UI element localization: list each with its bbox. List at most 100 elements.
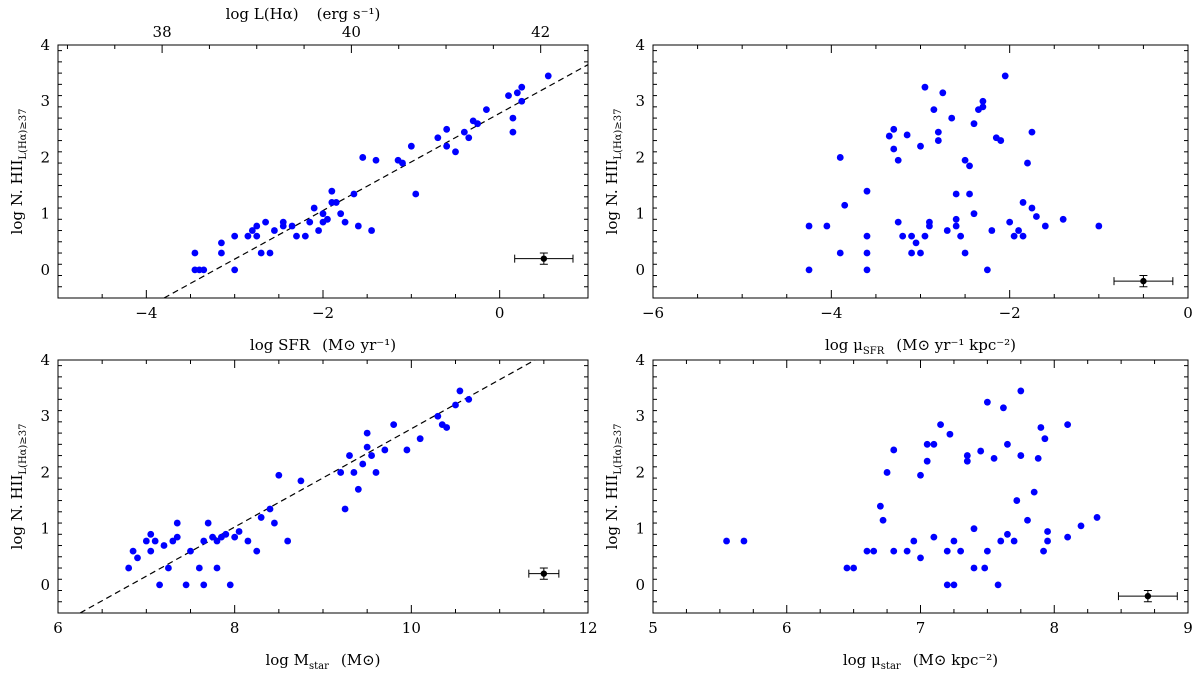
data-point	[460, 128, 468, 136]
data-point	[200, 266, 208, 274]
data-point	[200, 581, 208, 589]
data-point	[908, 249, 915, 257]
data-point	[381, 446, 389, 454]
data-point	[970, 525, 978, 533]
x-tick-label: 8	[1049, 619, 1059, 637]
x-axis-unit: (M⊙)	[341, 651, 381, 669]
data-point	[1064, 421, 1072, 429]
data-point	[368, 452, 375, 459]
top-tick-label: 40	[342, 23, 361, 41]
data-point	[934, 137, 942, 144]
data-point	[465, 395, 473, 403]
data-point	[1030, 488, 1038, 496]
x-tick-label: 6	[782, 619, 792, 637]
data-point	[182, 581, 190, 589]
data-point	[253, 232, 261, 240]
x-tick-label: 0	[1183, 304, 1193, 322]
x-axis-label-sub: star	[309, 661, 329, 672]
data-point	[173, 519, 181, 527]
data-point	[399, 159, 406, 167]
data-point	[1059, 215, 1067, 223]
data-point	[324, 215, 331, 223]
data-point	[983, 266, 991, 274]
data-point	[997, 137, 1005, 144]
error-bar	[528, 567, 560, 580]
data-point	[930, 533, 938, 541]
plot-frame	[652, 359, 1189, 614]
data-point	[306, 218, 314, 226]
data-point	[740, 537, 748, 545]
data-point	[1017, 452, 1025, 459]
x-tick-label: 5	[648, 619, 658, 637]
data-point	[187, 547, 194, 555]
data-point	[1041, 222, 1049, 230]
data-point	[970, 120, 978, 128]
y-tick-label: 3	[635, 92, 645, 110]
y-axis-label-sub: L(Hα)≥37	[613, 109, 624, 160]
error-bar-point	[540, 570, 548, 577]
x-tick-label: 8	[230, 619, 240, 637]
x-tick-label: −2	[312, 304, 334, 322]
y-tick-label: 0	[40, 261, 50, 279]
x-tick-label: 0	[495, 304, 505, 322]
data-point	[957, 547, 965, 555]
x-axis-label: log μstar (M⊙ kpc⁻²)	[843, 651, 998, 672]
data-point	[403, 446, 411, 454]
data-point	[257, 514, 265, 521]
data-point	[226, 581, 234, 589]
data-point	[805, 222, 813, 230]
data-point	[1044, 528, 1051, 535]
data-point	[1028, 128, 1036, 136]
data-point	[195, 564, 203, 572]
fit-line	[79, 359, 536, 614]
data-point	[943, 227, 951, 234]
data-point	[1013, 497, 1021, 504]
data-point	[271, 519, 278, 527]
data-point	[903, 131, 911, 139]
data-point	[883, 469, 891, 476]
data-point	[950, 581, 958, 589]
data-point	[465, 134, 473, 142]
data-point	[966, 190, 973, 198]
data-point	[841, 201, 849, 209]
data-point	[930, 440, 938, 448]
data-point	[908, 232, 915, 240]
data-point	[1064, 533, 1072, 541]
data-point	[894, 218, 902, 226]
data-point	[1033, 213, 1040, 220]
data-point	[885, 132, 893, 140]
data-point	[1095, 222, 1103, 230]
y-tick-label: 3	[635, 407, 645, 425]
error-bar-point	[540, 255, 548, 262]
data-point	[970, 210, 978, 218]
data-point	[266, 505, 274, 513]
error-bar	[1113, 275, 1174, 288]
data-point	[983, 547, 991, 555]
error-bar	[1117, 590, 1178, 603]
data-point	[253, 222, 261, 230]
data-point	[903, 547, 911, 555]
data-point	[943, 581, 951, 589]
data-point	[200, 537, 208, 545]
x-tick-label: 9	[1183, 619, 1193, 637]
data-point	[843, 564, 851, 572]
data-point	[518, 83, 526, 91]
data-point	[966, 162, 973, 170]
data-point	[970, 564, 978, 572]
x-axis-label-text: log μ	[825, 336, 863, 354]
data-point	[412, 190, 420, 198]
plot-frame	[57, 44, 589, 299]
x-axis-label-sub: star	[881, 661, 901, 672]
data-point	[950, 537, 958, 545]
x-tick-label: −6	[642, 304, 664, 322]
data-point	[231, 232, 239, 240]
data-point	[204, 519, 212, 527]
top-tick-label: 38	[153, 23, 172, 41]
y-tick-label: 3	[40, 92, 50, 110]
data-point	[923, 457, 931, 465]
x-axis-unit: (M⊙ yr⁻¹ kpc⁻²)	[896, 336, 1016, 354]
data-point	[218, 239, 225, 247]
x-axis-unit: (M⊙ yr⁻¹)	[322, 336, 396, 354]
y-tick-label: 1	[40, 520, 50, 538]
data-point	[890, 446, 898, 454]
